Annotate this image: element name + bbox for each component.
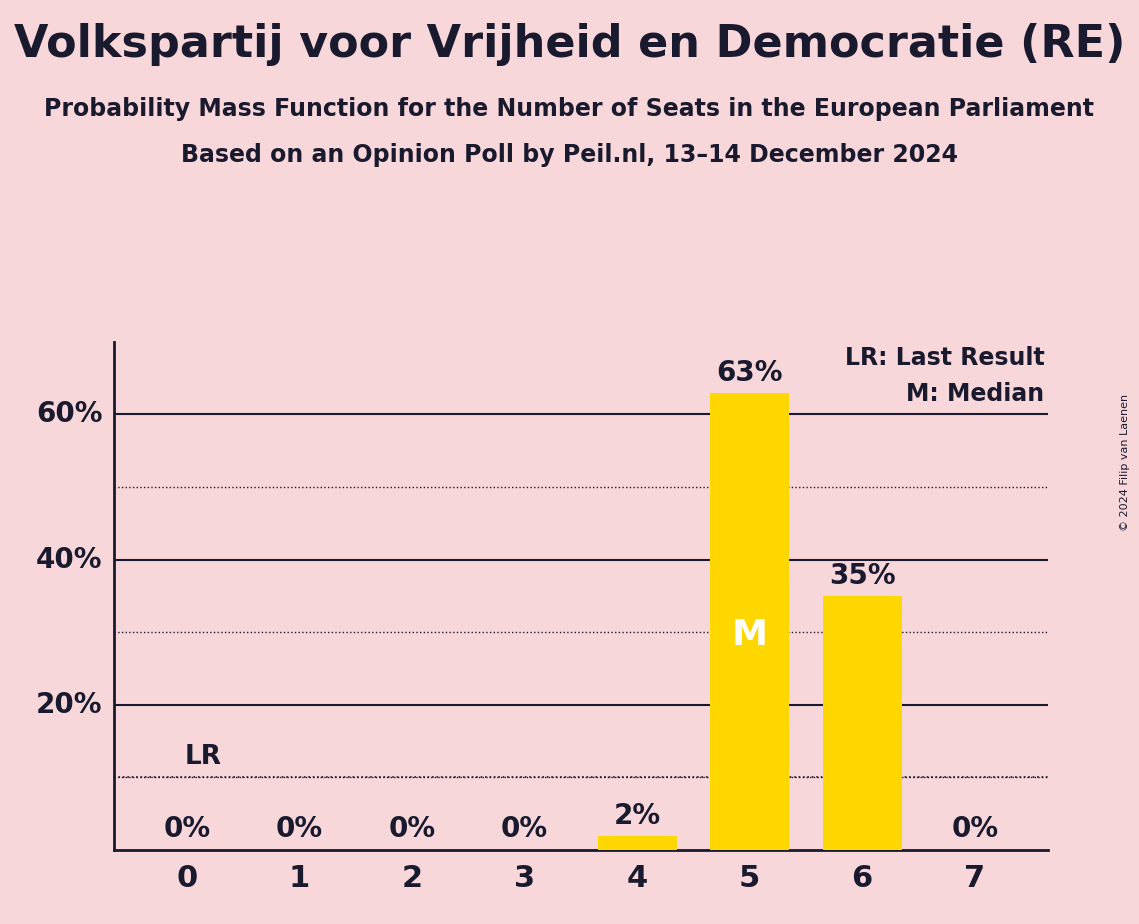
Text: M: Median: M: Median	[907, 382, 1044, 406]
Text: M: M	[731, 618, 768, 652]
Text: LR: LR	[185, 744, 222, 771]
Text: 40%: 40%	[36, 546, 103, 574]
Text: Based on an Opinion Poll by Peil.nl, 13–14 December 2024: Based on an Opinion Poll by Peil.nl, 13–…	[181, 143, 958, 167]
Text: LR: Last Result: LR: Last Result	[845, 346, 1044, 370]
Text: Volkspartij voor Vrijheid en Democratie (RE): Volkspartij voor Vrijheid en Democratie …	[14, 23, 1125, 67]
Text: 60%: 60%	[36, 400, 103, 429]
Text: 0%: 0%	[501, 815, 548, 843]
Text: 0%: 0%	[276, 815, 323, 843]
Text: 0%: 0%	[951, 815, 998, 843]
Text: 0%: 0%	[388, 815, 435, 843]
Text: © 2024 Filip van Laenen: © 2024 Filip van Laenen	[1120, 394, 1130, 530]
Text: 0%: 0%	[164, 815, 211, 843]
Bar	[822, 596, 902, 850]
Text: 2%: 2%	[614, 802, 661, 830]
Bar	[711, 393, 789, 850]
Text: 20%: 20%	[36, 691, 103, 719]
Text: Probability Mass Function for the Number of Seats in the European Parliament: Probability Mass Function for the Number…	[44, 97, 1095, 121]
Bar	[598, 835, 677, 850]
Text: 63%: 63%	[716, 359, 782, 387]
Text: 35%: 35%	[829, 562, 895, 590]
